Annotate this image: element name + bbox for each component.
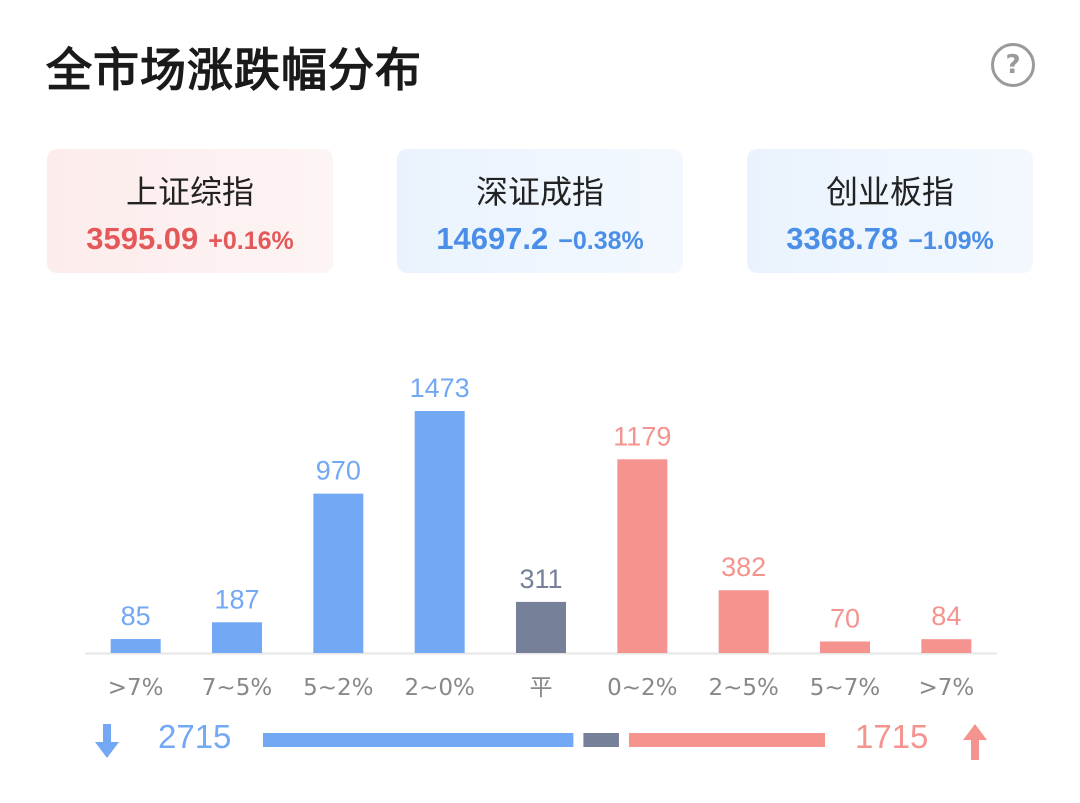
arrow-down-icon <box>95 724 119 758</box>
category-tick-label: 2~5% <box>708 675 778 701</box>
bar <box>718 590 769 653</box>
index-name: 上证综指 <box>125 173 254 211</box>
category-tick-label: 2~0% <box>404 675 474 701</box>
ratio-segment-down <box>263 733 574 747</box>
down-count: 2715 <box>158 718 232 755</box>
bar <box>212 622 262 653</box>
index-price: 3595.09 <box>86 221 199 256</box>
bar-value-label: 970 <box>316 456 361 486</box>
index-card-shenzhen[interactable]: 深证成指 14697.2 −0.38% <box>397 149 683 273</box>
distribution-bar-chart: 85 >7% 187 7~5% 970 5~2% 1473 2~0% 311 平 1179 0~2% 3… <box>85 373 997 701</box>
index-price: 3368.78 <box>786 221 899 256</box>
bar <box>313 493 364 653</box>
index-change: −1.09% <box>908 227 994 255</box>
bar-value-label: 84 <box>931 601 961 631</box>
category-tick-label: 7~5% <box>202 675 272 701</box>
bar <box>516 601 566 653</box>
bar <box>820 641 870 653</box>
bar <box>617 459 668 653</box>
category-tick-label: >7% <box>108 675 164 701</box>
ratio-bar <box>263 733 825 747</box>
category-tick-label: >7% <box>918 675 974 701</box>
index-card-shanghai[interactable]: 上证综指 3595.09 +0.16% <box>47 149 333 273</box>
bar-value-label: 1473 <box>410 373 470 403</box>
bar-value-label: 187 <box>214 584 259 614</box>
category-tick-label: 平 <box>530 675 553 701</box>
index-price: 14697.2 <box>436 221 549 256</box>
bar <box>921 639 972 653</box>
help-icon[interactable]: ? <box>991 43 1035 87</box>
category-tick-label: 5~2% <box>303 675 373 701</box>
up-count: 1715 <box>855 718 929 755</box>
bar-value-label: 382 <box>721 552 766 582</box>
index-card-chinext[interactable]: 创业板指 3368.78 −1.09% <box>747 149 1033 273</box>
index-change: −0.38% <box>558 227 644 255</box>
bar-value-label: 311 <box>519 564 562 594</box>
bar-value-label: 70 <box>830 603 860 633</box>
arrow-up-icon <box>963 724 987 760</box>
ratio-segment-flat <box>583 733 619 747</box>
bar-value-label: 1179 <box>613 421 671 451</box>
index-name: 创业板指 <box>825 173 954 211</box>
index-name: 深证成指 <box>475 173 604 211</box>
bar <box>110 639 161 653</box>
bar <box>414 411 465 653</box>
category-tick-label: 5~7% <box>810 675 880 701</box>
ratio-segment-up <box>628 733 825 747</box>
index-change: +0.16% <box>208 227 294 255</box>
category-tick-label: 0~2% <box>607 675 677 701</box>
page-title: 全市场涨跌幅分布 <box>46 43 422 97</box>
bar-value-label: 85 <box>121 601 151 631</box>
